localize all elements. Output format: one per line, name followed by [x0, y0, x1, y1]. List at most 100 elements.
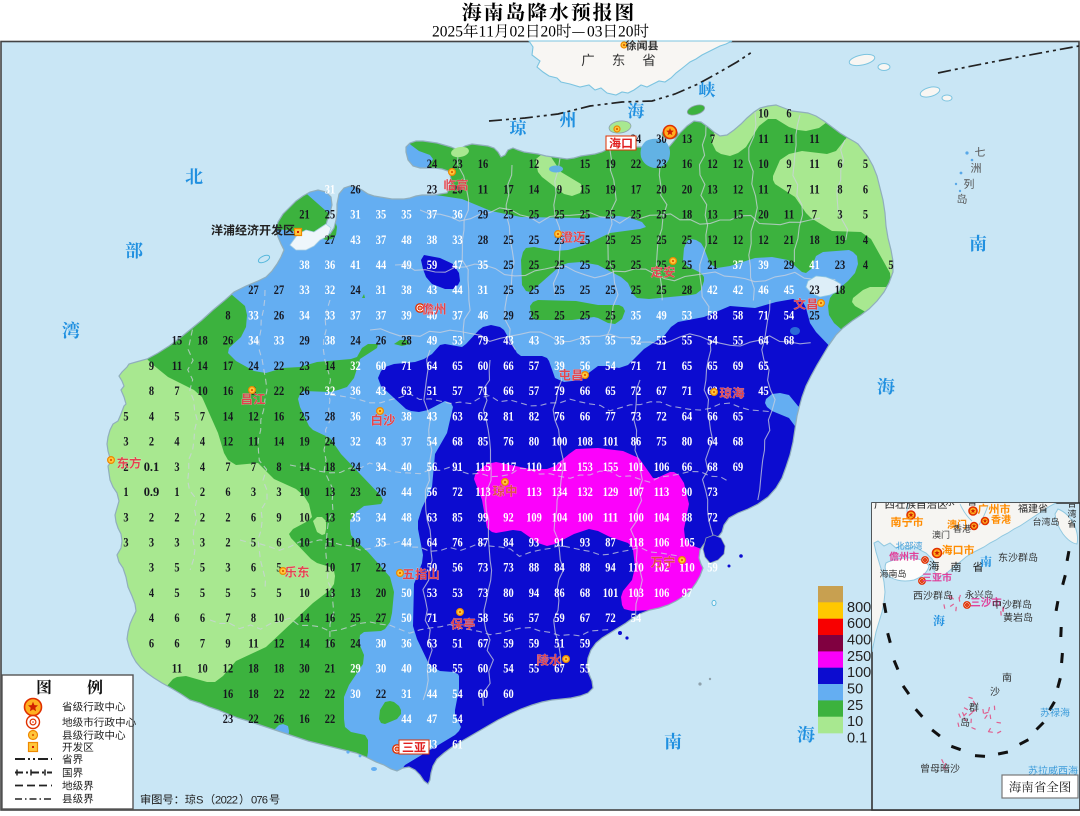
- svg-text:60: 60: [376, 358, 386, 373]
- svg-text:5: 5: [863, 156, 869, 171]
- svg-text:7: 7: [225, 459, 231, 474]
- svg-text:14: 14: [197, 358, 208, 373]
- svg-text:12: 12: [733, 181, 743, 196]
- svg-text:106: 106: [654, 585, 670, 600]
- svg-text:100: 100: [628, 509, 644, 524]
- svg-text:7: 7: [200, 635, 206, 650]
- svg-text:76: 76: [554, 408, 565, 423]
- svg-text:101: 101: [603, 585, 619, 600]
- svg-text:25: 25: [656, 207, 667, 222]
- svg-text:84: 84: [554, 560, 565, 575]
- svg-text:42: 42: [733, 282, 743, 297]
- svg-text:22: 22: [376, 560, 386, 575]
- svg-text:12: 12: [733, 232, 743, 247]
- svg-text:36: 36: [350, 408, 361, 423]
- svg-text:22: 22: [376, 686, 386, 701]
- svg-text:102: 102: [654, 560, 670, 575]
- svg-text:59: 59: [554, 610, 565, 625]
- svg-text:30: 30: [376, 661, 386, 676]
- svg-text:13: 13: [350, 585, 361, 600]
- svg-text:16: 16: [325, 610, 336, 625]
- svg-text:118: 118: [628, 535, 644, 550]
- svg-text:63: 63: [427, 509, 438, 524]
- svg-text:106: 106: [654, 459, 670, 474]
- svg-text:11: 11: [758, 131, 768, 146]
- svg-text:91: 91: [452, 459, 462, 474]
- svg-text:23: 23: [835, 257, 846, 272]
- svg-text:77: 77: [605, 408, 616, 423]
- svg-text:8: 8: [225, 307, 231, 322]
- svg-text:55: 55: [733, 333, 744, 348]
- svg-text:31: 31: [401, 686, 411, 701]
- svg-text:55: 55: [529, 661, 540, 676]
- svg-text:27: 27: [325, 232, 336, 247]
- svg-text:3: 3: [149, 535, 155, 550]
- svg-text:50: 50: [401, 610, 411, 625]
- svg-text:93: 93: [580, 535, 591, 550]
- svg-text:25: 25: [631, 282, 642, 297]
- svg-text:34: 34: [299, 307, 310, 322]
- svg-text:49: 49: [401, 257, 412, 272]
- svg-text:66: 66: [580, 383, 591, 398]
- svg-text:55: 55: [452, 661, 463, 676]
- svg-text:7: 7: [786, 181, 792, 196]
- svg-text:38: 38: [325, 333, 336, 348]
- svg-text:28: 28: [478, 232, 489, 247]
- svg-text:53: 53: [427, 585, 438, 600]
- svg-text:31: 31: [325, 181, 335, 196]
- svg-text:63: 63: [452, 408, 463, 423]
- svg-text:44: 44: [401, 711, 412, 726]
- svg-text:73: 73: [503, 560, 514, 575]
- svg-text:23: 23: [656, 156, 667, 171]
- svg-text:14: 14: [223, 408, 234, 423]
- svg-text:68: 68: [452, 434, 463, 449]
- svg-text:68: 68: [733, 434, 744, 449]
- svg-text:28: 28: [401, 333, 412, 348]
- svg-text:10: 10: [299, 484, 309, 499]
- svg-text:11: 11: [172, 661, 182, 676]
- svg-text:3: 3: [149, 560, 155, 575]
- svg-text:3: 3: [200, 535, 206, 550]
- svg-text:39: 39: [758, 257, 769, 272]
- svg-text:40: 40: [401, 661, 411, 676]
- svg-text:61: 61: [452, 736, 462, 751]
- svg-text:46: 46: [758, 282, 769, 297]
- svg-text:16: 16: [325, 635, 336, 650]
- svg-text:23: 23: [223, 711, 234, 726]
- svg-text:10: 10: [197, 661, 207, 676]
- svg-text:59: 59: [503, 635, 514, 650]
- svg-text:37: 37: [350, 307, 361, 322]
- svg-text:3: 3: [276, 484, 282, 499]
- svg-text:43: 43: [427, 282, 438, 297]
- svg-text:47: 47: [452, 257, 463, 272]
- svg-text:43: 43: [376, 383, 387, 398]
- svg-text:18: 18: [197, 333, 208, 348]
- svg-text:30: 30: [299, 661, 309, 676]
- svg-text:53: 53: [452, 585, 463, 600]
- svg-text:21: 21: [299, 207, 309, 222]
- svg-text:101: 101: [628, 459, 644, 474]
- svg-text:11: 11: [809, 156, 819, 171]
- svg-text:25: 25: [503, 207, 514, 222]
- svg-text:11: 11: [248, 635, 258, 650]
- svg-text:5: 5: [225, 585, 231, 600]
- svg-text:66: 66: [682, 459, 693, 474]
- svg-text:71: 71: [758, 307, 768, 322]
- svg-text:88: 88: [529, 560, 540, 575]
- svg-text:800: 800: [847, 600, 871, 616]
- svg-text:3: 3: [251, 484, 257, 499]
- svg-text:103: 103: [628, 585, 644, 600]
- svg-text:54: 54: [707, 333, 718, 348]
- svg-text:58: 58: [707, 307, 718, 322]
- svg-text:3: 3: [225, 560, 231, 575]
- svg-text:9: 9: [149, 358, 155, 373]
- svg-text:37: 37: [376, 307, 387, 322]
- svg-text:10: 10: [758, 106, 768, 121]
- svg-text:91: 91: [554, 535, 564, 550]
- svg-text:23: 23: [809, 282, 820, 297]
- svg-text:02: 02: [510, 24, 526, 41]
- svg-text:14: 14: [274, 434, 285, 449]
- svg-text:10: 10: [299, 509, 309, 524]
- svg-text:36: 36: [350, 383, 361, 398]
- svg-text:88: 88: [682, 509, 693, 524]
